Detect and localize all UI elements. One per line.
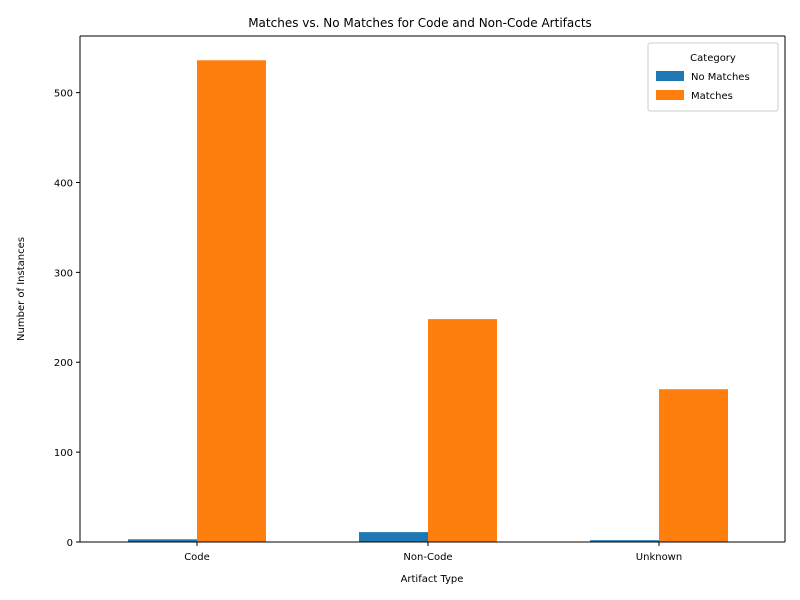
legend-swatch-matches — [656, 90, 684, 100]
bar-no-matches-unknown — [590, 540, 659, 542]
y-axis-ticks: 0 100 200 300 400 500 — [54, 89, 80, 549]
plot-area — [128, 60, 728, 543]
bar-no-matches-non-code — [359, 532, 428, 542]
x-axis-label: Artifact Type — [401, 574, 464, 585]
bar-no-matches-code — [128, 539, 197, 542]
bar-matches-code — [197, 60, 266, 543]
legend: Category No Matches Matches — [647, 42, 779, 112]
legend-items: No Matches Matches — [656, 71, 750, 102]
y-tick-label: 100 — [54, 448, 73, 459]
legend-title: Category — [690, 53, 736, 64]
x-tick-label-non-code: Non-Code — [403, 552, 452, 563]
legend-label-no-matches: No Matches — [691, 72, 750, 83]
y-axis-label: Number of Instances — [16, 237, 27, 341]
legend-swatch-no-matches — [656, 71, 684, 81]
y-tick-label: 500 — [54, 89, 73, 100]
y-tick-label: 0 — [67, 538, 73, 549]
bar-matches-non-code — [428, 319, 497, 542]
chart-title: Matches vs. No Matches for Code and Non-… — [248, 16, 592, 30]
x-axis-ticks: Code Non-Code Unknown — [184, 542, 682, 563]
x-tick-label-code: Code — [184, 552, 210, 563]
y-tick-label: 300 — [54, 268, 73, 279]
y-tick-label: 200 — [54, 358, 73, 369]
y-tick-label: 400 — [54, 178, 73, 189]
bar-matches-unknown — [659, 389, 728, 542]
legend-label-matches: Matches — [691, 91, 733, 102]
x-tick-label-unknown: Unknown — [636, 552, 682, 563]
